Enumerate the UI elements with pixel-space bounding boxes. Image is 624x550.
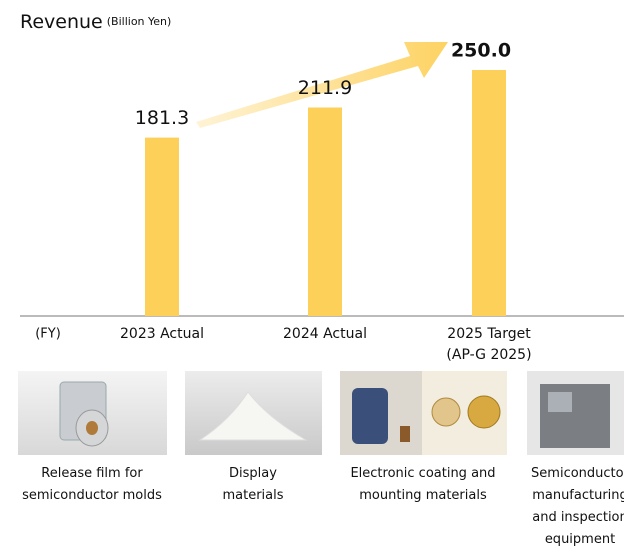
machine-panel xyxy=(548,392,572,412)
product-caption: Electronic coating and mounting materials xyxy=(350,466,495,503)
text-line: Semiconductor xyxy=(531,466,624,481)
x-axis-label: (FY) xyxy=(35,327,61,342)
x-tick-label: 2025 Target (AP-G 2025) xyxy=(446,326,531,363)
text-line: mounting materials xyxy=(359,488,487,503)
tape-roll xyxy=(431,397,461,427)
chart-title: Revenue (Billion Yen) xyxy=(20,11,171,33)
bar xyxy=(145,137,179,316)
text-line: equipment xyxy=(545,532,615,547)
text-line: Display xyxy=(229,466,277,481)
x-tick-label: 2024 Actual xyxy=(283,326,367,342)
unit: (Billion Yen) xyxy=(107,15,172,28)
text-line: materials xyxy=(222,488,283,503)
text-line: Electronic coating and xyxy=(350,466,495,481)
value-label: 181.3 xyxy=(135,107,189,129)
film-core xyxy=(86,421,98,435)
value-label: 250.0 xyxy=(451,40,511,62)
product-captions: Release film for semiconductor molds Disp… xyxy=(22,466,624,547)
value-label: 211.9 xyxy=(298,77,352,99)
product-caption: Semiconductor manufacturing and inspection… xyxy=(531,466,624,547)
text-line: 2025 Target xyxy=(447,326,531,342)
powder xyxy=(198,391,308,441)
text-line: semiconductor molds xyxy=(22,488,162,503)
bottle xyxy=(352,388,388,444)
bar xyxy=(308,107,342,316)
text-line: manufacturing xyxy=(532,488,624,503)
growth-arrow xyxy=(196,42,448,128)
vial xyxy=(400,426,410,442)
text-line: Release film for xyxy=(41,466,143,481)
product-caption: Display materials xyxy=(222,466,283,503)
title: Revenue xyxy=(20,11,103,33)
product-images xyxy=(18,371,624,455)
text-line: (AP-G 2025) xyxy=(446,347,531,363)
bar xyxy=(472,70,506,316)
x-tick-label: 2023 Actual xyxy=(120,326,204,342)
tape-roll xyxy=(467,395,501,429)
product-caption: Release film for semiconductor molds xyxy=(22,466,162,503)
text-line: and inspection xyxy=(532,510,624,525)
